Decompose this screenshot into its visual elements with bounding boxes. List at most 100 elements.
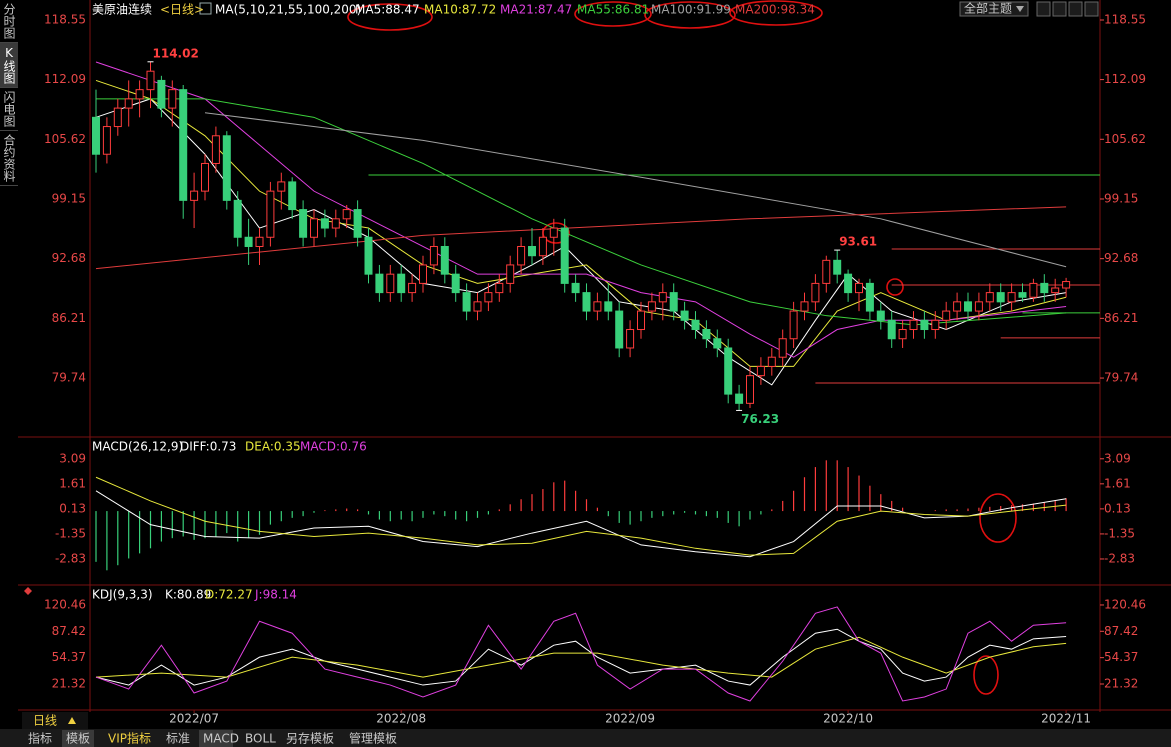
tab[interactable]: 指标: [28, 731, 52, 746]
candle-body: [190, 190, 199, 201]
y-tick-label: 120.46: [1104, 597, 1146, 611]
x-tick-label: 2022/07: [169, 712, 219, 726]
y-tick-label: 99.15: [1104, 191, 1138, 205]
legend-entry: MA55:86.81: [577, 3, 649, 17]
candle-body: [440, 245, 449, 275]
legend-entry: MA5:88.47: [355, 3, 420, 17]
candle-body: [386, 273, 395, 294]
theme-button-label[interactable]: 全部主题: [964, 1, 1012, 16]
y-tick-label: 0.13: [1104, 501, 1131, 515]
legend-entry: DIFF:0.73: [180, 440, 236, 454]
settings-icon[interactable]: [199, 2, 212, 15]
tab[interactable]: MACD: [203, 732, 239, 746]
candle-body: [582, 292, 591, 312]
x-tick-label: 2022/11: [1041, 712, 1091, 726]
legend-entry: MACD:0.76: [300, 440, 367, 454]
candle-body: [288, 181, 297, 211]
highlight-circle: [979, 493, 1017, 543]
y-tick-label: 3.09: [1104, 451, 1131, 465]
indicator-line: [95, 79, 1067, 367]
candle-body: [735, 393, 744, 404]
tab[interactable]: 模板: [66, 732, 90, 746]
highlight-circle: [886, 278, 904, 296]
candle-body: [364, 236, 373, 275]
candle-body: [964, 301, 972, 312]
candle-body: [538, 236, 547, 257]
window-button[interactable]: [1084, 1, 1099, 17]
candle-body: [931, 319, 940, 331]
tab[interactable]: 标准: [166, 732, 190, 746]
y-tick-label: 118.55: [44, 12, 86, 26]
period-button-bg[interactable]: [22, 712, 88, 729]
candle-body: [865, 282, 874, 312]
y-tick-label: 54.37: [52, 650, 86, 664]
candle-body: [255, 236, 264, 247]
highlight-circle: [729, 0, 823, 26]
legend-entry: MA100:91.99: [651, 3, 731, 17]
tab[interactable]: 管理模板: [349, 731, 397, 746]
sidebar-tab[interactable]: K线图: [0, 43, 18, 88]
candle-body: [844, 273, 853, 294]
candle-body: [604, 301, 613, 312]
candle-body: [658, 292, 667, 303]
candle-body: [767, 356, 776, 367]
tab[interactable]: 另存模板: [286, 732, 334, 746]
y-tick-label: 118.55: [1104, 12, 1146, 26]
y-tick-label: -1.35: [1104, 526, 1135, 540]
highlight-circle: [973, 655, 999, 695]
legend-entry: MA200:98.34: [735, 3, 815, 17]
indicator-line: [95, 476, 1067, 556]
candle-body: [135, 89, 144, 100]
sidebar-tab[interactable]: 分时图: [0, 0, 18, 43]
candle-body: [549, 227, 558, 238]
y-tick-label: 1.61: [1104, 476, 1131, 490]
candle-body: [342, 209, 351, 220]
sidebar-tab[interactable]: 合约资料: [0, 131, 18, 186]
y-tick-label: 86.21: [1104, 311, 1138, 325]
legend-entry: DEA:0.35: [245, 440, 301, 454]
candle-body: [778, 338, 787, 358]
y-tick-label: 54.37: [1104, 650, 1138, 664]
y-tick-label: 120.46: [44, 597, 86, 611]
period-arrow: [68, 717, 76, 724]
candle-body: [1029, 282, 1038, 298]
sidebar-tab[interactable]: 闪电图: [0, 88, 18, 131]
y-tick-label: 92.68: [52, 251, 86, 265]
candle-body: [375, 273, 384, 294]
candle-body: [408, 282, 417, 294]
tab[interactable]: VIP指标: [108, 731, 151, 746]
window-button[interactable]: [1068, 1, 1083, 17]
tab-bar: [0, 729, 1171, 747]
y-tick-label: 112.09: [1104, 72, 1146, 86]
indicator-line: [95, 490, 1067, 558]
y-tick-label: 0.13: [59, 501, 86, 515]
candle-body: [680, 310, 689, 321]
y-tick-label: 99.15: [52, 191, 86, 205]
annotation: 76.23: [741, 412, 779, 426]
y-tick-label: 1.61: [59, 476, 86, 490]
candle-body: [473, 301, 482, 312]
window-button[interactable]: [1052, 1, 1067, 17]
candle-body: [397, 273, 406, 294]
candle-body: [168, 89, 177, 109]
highlight-circle: [644, 1, 736, 29]
theme-button[interactable]: [959, 1, 1029, 17]
period-button[interactable]: 日线: [33, 714, 57, 728]
candle-body: [299, 209, 308, 238]
y-tick-label: -2.83: [55, 551, 86, 565]
candle-body: [331, 218, 340, 229]
candle-body: [833, 259, 842, 275]
indicator-line: [204, 112, 1067, 268]
tab[interactable]: BOLL: [245, 732, 276, 746]
highlight-circle: [574, 1, 652, 27]
candle-body: [615, 310, 624, 349]
candle-body: [887, 319, 896, 340]
y-tick-label: 105.62: [1104, 132, 1146, 146]
window-button[interactable]: [1036, 1, 1051, 17]
candle-body: [320, 218, 329, 229]
candle-body: [713, 338, 722, 349]
legend-entry: J:98.14: [254, 588, 297, 602]
candle-body: [811, 282, 820, 303]
candle-body: [789, 310, 798, 340]
